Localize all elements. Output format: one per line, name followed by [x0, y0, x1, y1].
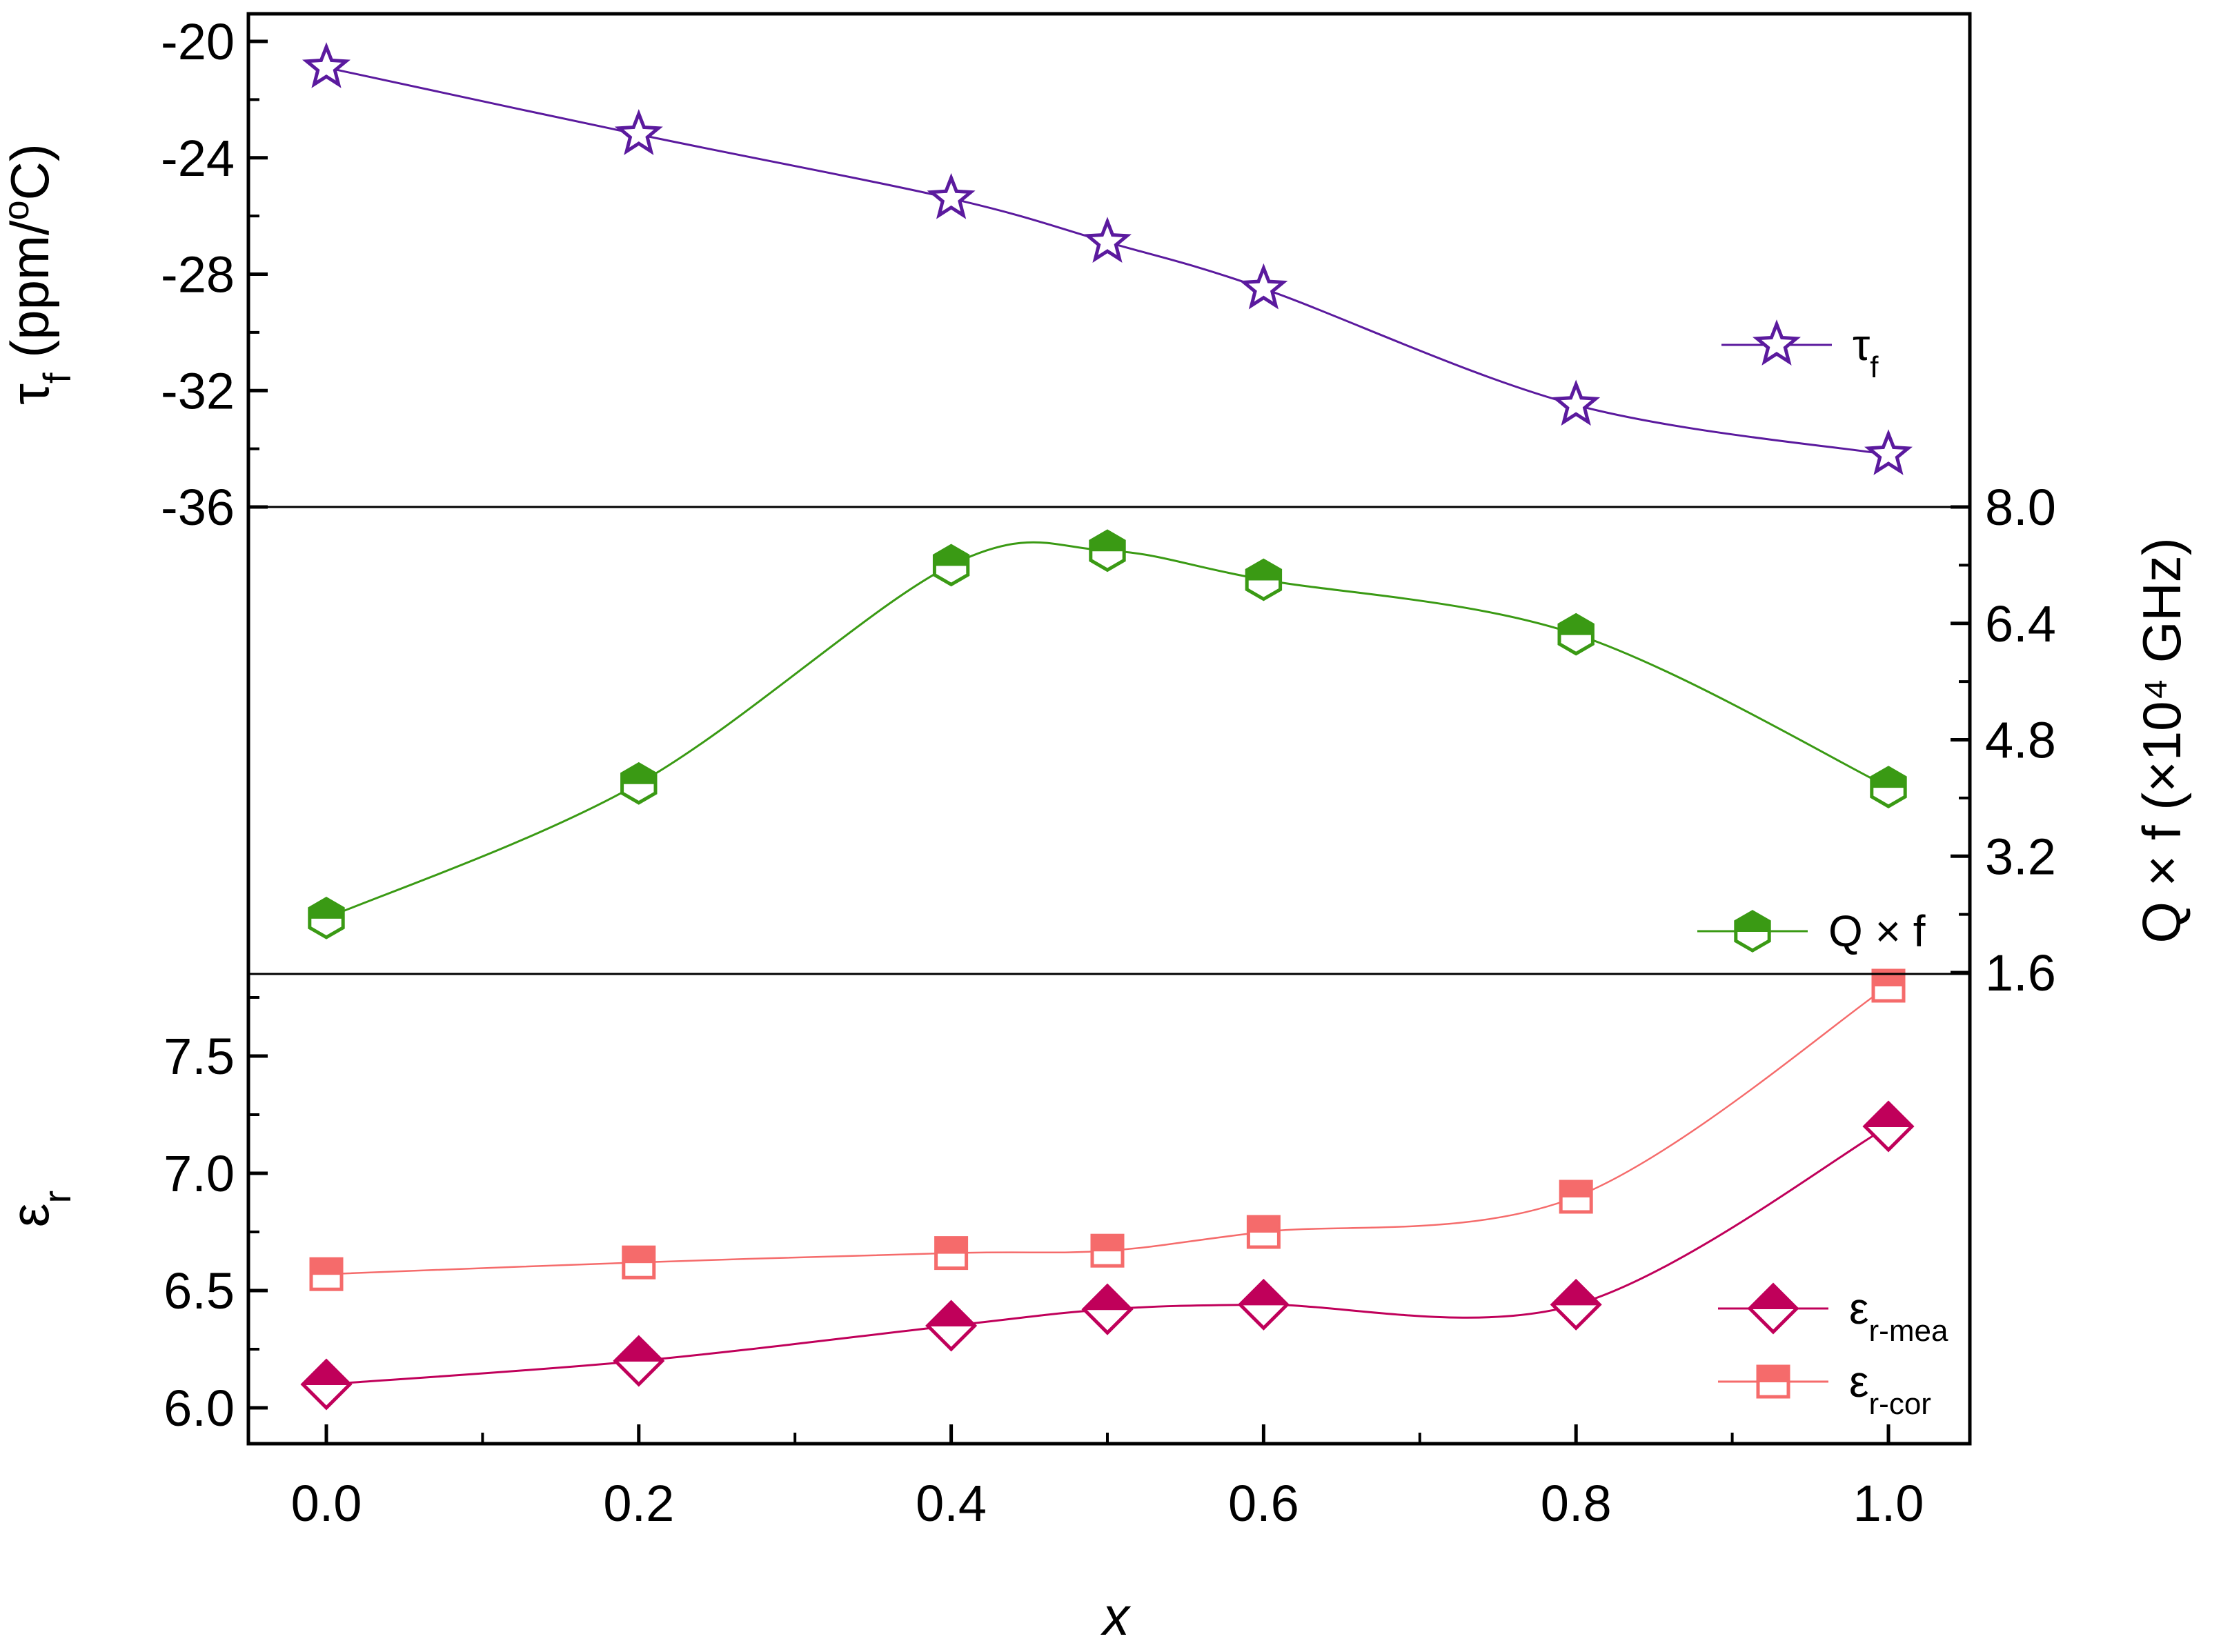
data-point-qf-0 [932, 544, 970, 587]
legend-eps-cor-marker [1756, 1364, 1790, 1399]
y-tick-label: 8.0 [1985, 479, 2056, 536]
y-tick-label: -20 [161, 13, 235, 70]
legend-eps-mea-marker [1747, 1282, 1799, 1335]
x-tick-label: 0.4 [916, 1475, 987, 1532]
y-tick-label: 4.8 [1985, 712, 2056, 769]
data-point-eps-0 [1237, 1278, 1290, 1331]
series-line-eps-1 [326, 984, 1889, 1275]
legend-tau: τf [1721, 319, 1879, 384]
data-point-qf-0 [1870, 766, 1907, 808]
data-point-qf-0 [1089, 529, 1126, 573]
legend-qf-label: Q × f [1828, 906, 1926, 956]
tau-axis-title: τf (ppm/oC) [0, 143, 79, 405]
y-tick-label: 6.5 [164, 1262, 235, 1320]
y-tick-label: -36 [161, 479, 235, 536]
series-line-qf-0 [326, 541, 1889, 919]
y-tick-label: -32 [161, 362, 235, 419]
data-point-tau-0 [927, 172, 976, 219]
legend-eps-cor: εr-cor [1718, 1357, 1931, 1421]
legend-eps-mea-label: εr-mea [1849, 1284, 1948, 1348]
x-tick-label: 0.8 [1541, 1475, 1612, 1532]
data-point-eps-0 [1081, 1283, 1134, 1335]
y-tick-label: 7.0 [164, 1145, 235, 1202]
qf-axis-title: Q × f (×10⁴ GHz) [2131, 537, 2192, 943]
data-point-eps-1 [622, 1245, 656, 1280]
legend-tau-marker [1752, 319, 1802, 366]
x-tick-label: 0.6 [1228, 1475, 1299, 1532]
data-point-qf-0 [308, 897, 345, 939]
data-point-tau-0 [614, 109, 663, 155]
data-point-tau-0 [1552, 379, 1601, 426]
y-tick-label: 7.5 [164, 1028, 235, 1085]
x-axis-title: x [1100, 1586, 1132, 1646]
series-line-tau-0 [326, 66, 1889, 456]
eps-axis-title: εr [0, 1191, 79, 1227]
x-tick-label: 1.0 [1853, 1475, 1924, 1532]
data-point-eps-1 [1246, 1215, 1281, 1249]
data-point-tau-0 [1864, 429, 1913, 475]
x-tick-label: 0.2 [603, 1475, 674, 1532]
data-point-qf-0 [1245, 558, 1283, 601]
plot-frame [246, 12, 1972, 1446]
data-point-eps-0 [1550, 1278, 1602, 1331]
y-tick-label: -28 [161, 246, 235, 303]
y-tick-label: 6.4 [1985, 595, 2056, 653]
legend-tau-label: τf [1853, 320, 1879, 384]
legend-eps-mea: εr-mea [1718, 1282, 1948, 1348]
data-point-qf-0 [1557, 613, 1595, 656]
data-point-qf-0 [620, 762, 658, 805]
data-point-eps-0 [925, 1300, 978, 1352]
y-tick-label: 1.6 [1985, 944, 2056, 1002]
data-point-tau-0 [1083, 217, 1132, 263]
legend-qf-marker [1734, 910, 1771, 953]
y-tick-label: 3.2 [1985, 828, 2056, 885]
data-point-eps-1 [309, 1257, 344, 1291]
data-point-eps-0 [300, 1358, 353, 1411]
y-tick-label: -24 [161, 130, 235, 187]
data-point-tau-0 [1239, 263, 1288, 310]
legend-qf: Q × f [1697, 906, 1926, 956]
data-point-eps-0 [1862, 1100, 1915, 1153]
data-point-eps-1 [1090, 1233, 1125, 1268]
data-point-eps-1 [1871, 968, 1906, 1003]
data-point-tau-0 [302, 42, 351, 88]
y-tick-label: 6.0 [164, 1380, 235, 1437]
x-tick-label: 0.0 [291, 1475, 362, 1532]
data-point-eps-1 [1559, 1180, 1593, 1214]
legend-eps-cor-label: εr-cor [1849, 1357, 1931, 1421]
data-point-eps-0 [613, 1335, 665, 1387]
data-point-eps-1 [934, 1236, 969, 1271]
